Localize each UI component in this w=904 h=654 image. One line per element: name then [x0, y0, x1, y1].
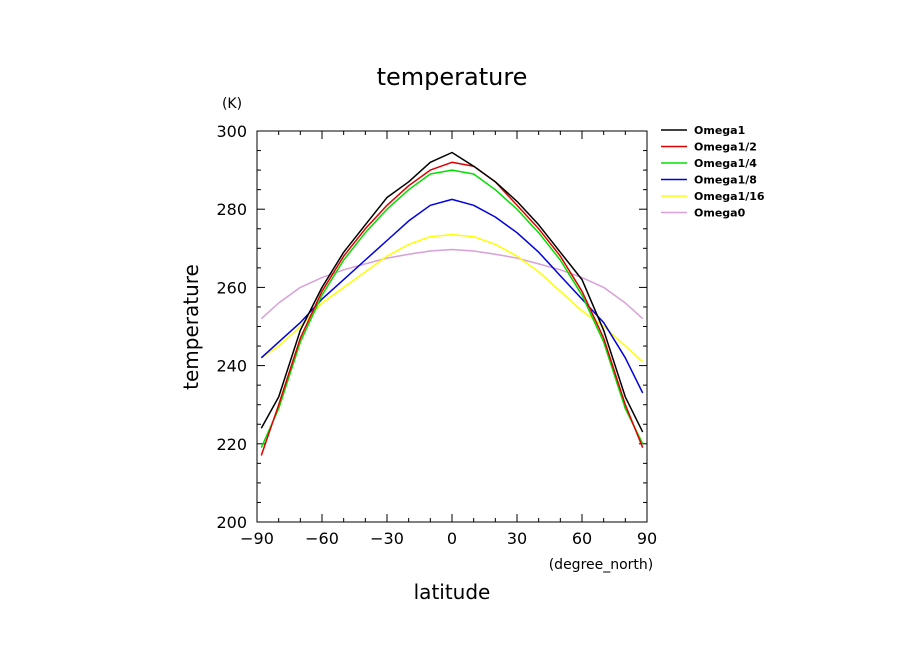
x-tick-label: −90 — [240, 529, 274, 548]
y-tick-label: 260 — [216, 278, 247, 297]
legend-label: Omega1/2 — [694, 141, 757, 154]
y-tick-label: 300 — [216, 122, 247, 141]
legend-label: Omega1/4 — [694, 157, 757, 170]
x-tick-label: 30 — [507, 529, 527, 548]
y-tick-label: 220 — [216, 435, 247, 454]
x-axis-label: latitude — [414, 580, 491, 604]
x-tick-label: 90 — [637, 529, 657, 548]
y-tick-label: 240 — [216, 357, 247, 376]
chart-title: temperature — [377, 63, 528, 91]
legend: Omega1 Omega1/2 Omega1/4 Omega1/8 Omega1/16 O… — [661, 124, 765, 220]
series-line-omega1-2 — [260, 161, 644, 456]
legend-label: Omega1/16 — [694, 190, 765, 203]
x-tick-label: −30 — [370, 529, 404, 548]
series-line-omega1-16 — [260, 233, 644, 363]
legend-label: Omega0 — [694, 207, 746, 220]
series-line-omega1 — [260, 151, 644, 433]
x-axis-unit: (degree_north) — [549, 557, 654, 573]
x-tick-label: 0 — [447, 529, 457, 548]
series-line-omega1-4 — [260, 169, 644, 449]
series-line-omega1-8 — [260, 198, 644, 394]
legend-label: Omega1/8 — [694, 174, 757, 187]
y-axis-unit: (K) — [222, 96, 242, 112]
legend-label: Omega1 — [694, 124, 745, 137]
plot-frame — [256, 130, 648, 523]
x-tick-label: −60 — [305, 529, 339, 548]
y-axis-label: temperature — [179, 264, 203, 390]
series-line-omega0 — [260, 248, 644, 320]
x-tick-label: 60 — [572, 529, 592, 548]
y-tick-label: 200 — [216, 513, 247, 532]
y-tick-label: 280 — [216, 200, 247, 219]
plot-area: −90 −60 −30 0 30 60 90 200 220 240 260 280 300 — [216, 122, 657, 548]
